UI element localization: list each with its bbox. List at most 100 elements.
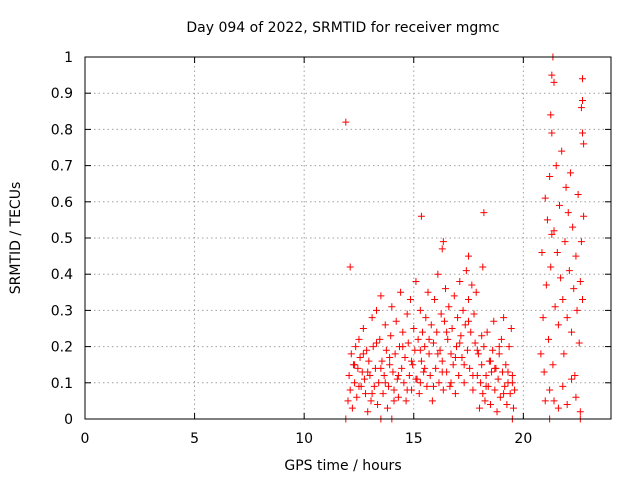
data-point <box>353 393 361 401</box>
y-tick-label: 0.2 <box>51 340 73 356</box>
data-point <box>483 328 491 336</box>
data-point <box>387 332 395 340</box>
data-point <box>537 350 545 358</box>
data-point <box>554 404 562 412</box>
data-point <box>345 372 353 380</box>
data-point <box>425 350 433 358</box>
data-point <box>470 310 478 318</box>
data-point <box>429 339 437 347</box>
data-point <box>579 296 587 304</box>
data-point <box>466 364 474 372</box>
data-point <box>449 361 457 369</box>
data-point <box>545 335 553 343</box>
data-point <box>576 277 584 285</box>
data-point <box>391 350 399 358</box>
data-point <box>549 361 557 369</box>
data-point <box>555 201 563 209</box>
data-point <box>439 238 447 246</box>
data-point <box>404 339 412 347</box>
data-point <box>494 375 502 383</box>
data-point <box>491 386 499 394</box>
data-point <box>554 321 562 329</box>
data-point <box>390 397 398 405</box>
x-axis-label: GPS time / hours <box>284 458 401 474</box>
data-point <box>351 361 359 369</box>
data-point <box>415 390 423 398</box>
y-axis-label: SRMTID / TECUs <box>8 182 24 295</box>
data-point <box>393 375 401 383</box>
data-point <box>563 401 571 409</box>
data-point <box>377 292 385 300</box>
data-point <box>558 147 566 155</box>
y-tick-label: 0.8 <box>51 122 73 138</box>
data-point <box>354 364 362 372</box>
data-point <box>436 346 444 354</box>
data-point <box>454 314 462 322</box>
data-point <box>447 350 455 358</box>
x-tick-label: 15 <box>405 431 423 447</box>
data-point <box>416 346 424 354</box>
data-point <box>406 296 414 304</box>
data-point <box>437 310 445 318</box>
data-point <box>439 386 447 394</box>
data-point <box>375 379 383 387</box>
data-point <box>452 343 460 351</box>
data-point <box>478 332 486 340</box>
y-tick-label: 0.5 <box>51 231 73 247</box>
y-tick-label: 0.4 <box>51 267 73 283</box>
data-point <box>372 306 380 314</box>
data-point <box>376 335 384 343</box>
data-point <box>541 194 549 202</box>
data-point <box>403 386 411 394</box>
data-point <box>550 397 558 405</box>
data-point <box>359 350 367 358</box>
data-point <box>423 382 431 390</box>
data-point <box>360 375 368 383</box>
data-point <box>382 346 390 354</box>
data-point <box>377 364 385 372</box>
data-point <box>431 296 439 304</box>
data-point <box>434 350 442 358</box>
data-point <box>538 248 546 256</box>
data-point <box>429 382 437 390</box>
data-point <box>551 303 559 311</box>
data-point <box>443 328 451 336</box>
data-point <box>478 361 486 369</box>
data-point <box>356 353 364 361</box>
data-point <box>561 238 569 246</box>
data-point <box>400 379 408 387</box>
data-point <box>474 350 482 358</box>
data-point <box>511 386 519 394</box>
data-point <box>410 325 418 332</box>
data-point <box>460 361 468 369</box>
data-point <box>351 379 359 387</box>
data-point <box>570 285 578 293</box>
data-point <box>572 393 580 401</box>
data-point <box>438 357 446 365</box>
data-point <box>480 209 488 217</box>
data-point <box>465 317 473 325</box>
data-point <box>392 317 400 325</box>
data-point <box>560 350 568 358</box>
data-point <box>364 368 372 376</box>
y-tick-label: 0 <box>64 412 73 428</box>
data-point <box>422 314 430 322</box>
data-point <box>366 372 374 380</box>
y-tick-label: 0.9 <box>51 86 73 102</box>
data-point <box>458 353 466 361</box>
data-point <box>426 372 434 380</box>
data-point <box>568 328 576 336</box>
data-point <box>559 296 567 304</box>
data-point <box>399 328 407 336</box>
data-point <box>580 212 588 220</box>
data-point <box>421 364 429 372</box>
data-point <box>455 372 463 380</box>
data-point <box>450 292 458 300</box>
data-point <box>347 350 355 358</box>
data-point <box>344 397 352 405</box>
data-point <box>368 314 376 322</box>
data-point <box>451 390 459 398</box>
data-point <box>416 379 424 387</box>
data-point <box>506 390 514 398</box>
